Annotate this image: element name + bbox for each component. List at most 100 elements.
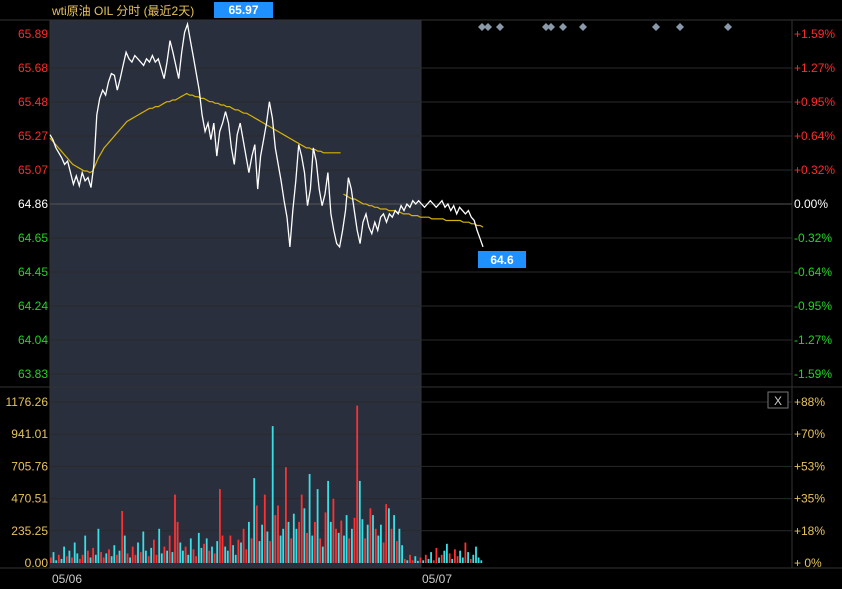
volume-bar bbox=[388, 508, 390, 563]
volume-bar bbox=[121, 511, 124, 563]
percent-tick-label: +0.32% bbox=[794, 163, 835, 177]
volume-bar bbox=[279, 535, 282, 563]
event-marker-icon[interactable] bbox=[579, 23, 587, 31]
volume-bar bbox=[303, 508, 306, 563]
volume-bar bbox=[277, 505, 279, 563]
volume-bar bbox=[306, 532, 308, 563]
volume-bar bbox=[440, 554, 443, 563]
volume-bar bbox=[145, 550, 147, 563]
volume-percent-tick-label: +88% bbox=[794, 395, 825, 409]
volume-bar bbox=[292, 513, 295, 563]
volume-bar bbox=[430, 552, 432, 563]
volume-bar bbox=[163, 546, 166, 563]
close-volume-pane-button[interactable] bbox=[767, 391, 789, 409]
volume-bar bbox=[258, 541, 261, 563]
event-marker-icon[interactable] bbox=[547, 23, 555, 31]
volume-bar bbox=[155, 554, 158, 563]
last-price-value: 64.6 bbox=[490, 253, 514, 267]
volume-bar bbox=[414, 556, 417, 563]
volume-bar bbox=[353, 517, 356, 563]
price-tick-label: 64.86 bbox=[18, 197, 48, 211]
volume-bar bbox=[234, 554, 237, 563]
price-tick-label: 64.04 bbox=[18, 333, 48, 347]
volume-bar bbox=[219, 489, 221, 563]
volume-bar bbox=[351, 528, 353, 563]
volume-bar bbox=[229, 535, 232, 563]
volume-bar bbox=[274, 515, 277, 563]
volume-bar bbox=[374, 528, 377, 563]
volume-bar bbox=[176, 521, 179, 563]
percent-tick-label: 0.00% bbox=[794, 197, 828, 211]
volume-bar bbox=[73, 542, 76, 563]
volume-bar bbox=[216, 541, 219, 563]
event-marker-icon[interactable] bbox=[484, 23, 492, 31]
volume-bar bbox=[372, 515, 374, 563]
volume-bar bbox=[147, 556, 150, 563]
volume-bar bbox=[232, 545, 234, 563]
volume-bar bbox=[179, 542, 182, 563]
volume-bar bbox=[390, 528, 393, 563]
volume-bar bbox=[158, 528, 161, 563]
volume-bar bbox=[332, 498, 335, 563]
volume-bar bbox=[356, 405, 359, 563]
volume-bar bbox=[456, 556, 459, 563]
volume-bar bbox=[250, 538, 253, 563]
volume-bar bbox=[203, 543, 205, 563]
event-marker-icon[interactable] bbox=[559, 23, 567, 31]
volume-bar bbox=[105, 553, 108, 563]
volume-tick-label: 1176.26 bbox=[6, 395, 49, 409]
event-marker-icon[interactable] bbox=[676, 23, 684, 31]
volume-bar bbox=[200, 547, 203, 563]
volume-bar bbox=[432, 560, 435, 563]
event-marker-icon[interactable] bbox=[652, 23, 660, 31]
event-marker-icon[interactable] bbox=[496, 23, 504, 31]
price-tick-label: 65.68 bbox=[18, 61, 48, 75]
volume-bar bbox=[137, 542, 139, 563]
volume-bar bbox=[417, 560, 419, 563]
event-marker-icon[interactable] bbox=[542, 23, 550, 31]
volume-bar bbox=[113, 545, 116, 563]
volume-bar bbox=[224, 546, 227, 563]
volume-bar bbox=[422, 560, 425, 563]
volume-bar bbox=[160, 553, 163, 563]
volume-bar bbox=[427, 558, 430, 563]
volume-bar bbox=[79, 558, 81, 563]
high-price-value: 65.97 bbox=[228, 3, 258, 17]
volume-bar bbox=[166, 550, 168, 563]
volume-bar bbox=[195, 556, 197, 563]
volume-bar bbox=[240, 542, 242, 563]
volume-bar bbox=[329, 521, 332, 563]
session-day1-shade bbox=[50, 20, 421, 568]
volume-bar bbox=[142, 531, 145, 563]
volume-percent-tick-label: +70% bbox=[794, 427, 825, 441]
volume-percent-tick-label: +53% bbox=[794, 459, 825, 473]
volume-bar bbox=[411, 560, 414, 563]
volume-axis-left: 1176.26 941.01 705.76 470.51 235.25 0.00 bbox=[6, 395, 49, 570]
volume-bar bbox=[208, 550, 211, 563]
price-tick-label: 64.24 bbox=[18, 299, 48, 313]
volume-bar bbox=[253, 478, 256, 563]
volume-bar bbox=[226, 550, 229, 563]
volume-percent-axis-right: +88% +70% +53% +35% +18% + 0% bbox=[794, 395, 825, 570]
close-icon[interactable]: X bbox=[774, 394, 782, 408]
volume-bar bbox=[348, 538, 351, 563]
volume-bar bbox=[76, 553, 79, 563]
volume-bar bbox=[84, 535, 87, 563]
last-price-badge bbox=[478, 251, 526, 268]
volume-bar bbox=[110, 556, 113, 563]
event-marker-icon[interactable] bbox=[478, 23, 486, 31]
volume-bar bbox=[108, 549, 110, 563]
percent-tick-label: -0.32% bbox=[794, 231, 832, 245]
event-marker-icon[interactable] bbox=[724, 23, 732, 31]
volume-bar bbox=[358, 480, 361, 563]
volume-bar bbox=[282, 528, 285, 563]
volume-bar bbox=[192, 549, 195, 563]
volume-bar bbox=[68, 550, 71, 563]
volume-bar bbox=[454, 549, 456, 563]
volume-bar bbox=[116, 554, 118, 563]
volume-tick-label: 705.76 bbox=[11, 459, 48, 473]
volume-bar bbox=[364, 538, 366, 563]
volume-bar bbox=[480, 560, 483, 563]
volume-bar bbox=[403, 558, 406, 563]
